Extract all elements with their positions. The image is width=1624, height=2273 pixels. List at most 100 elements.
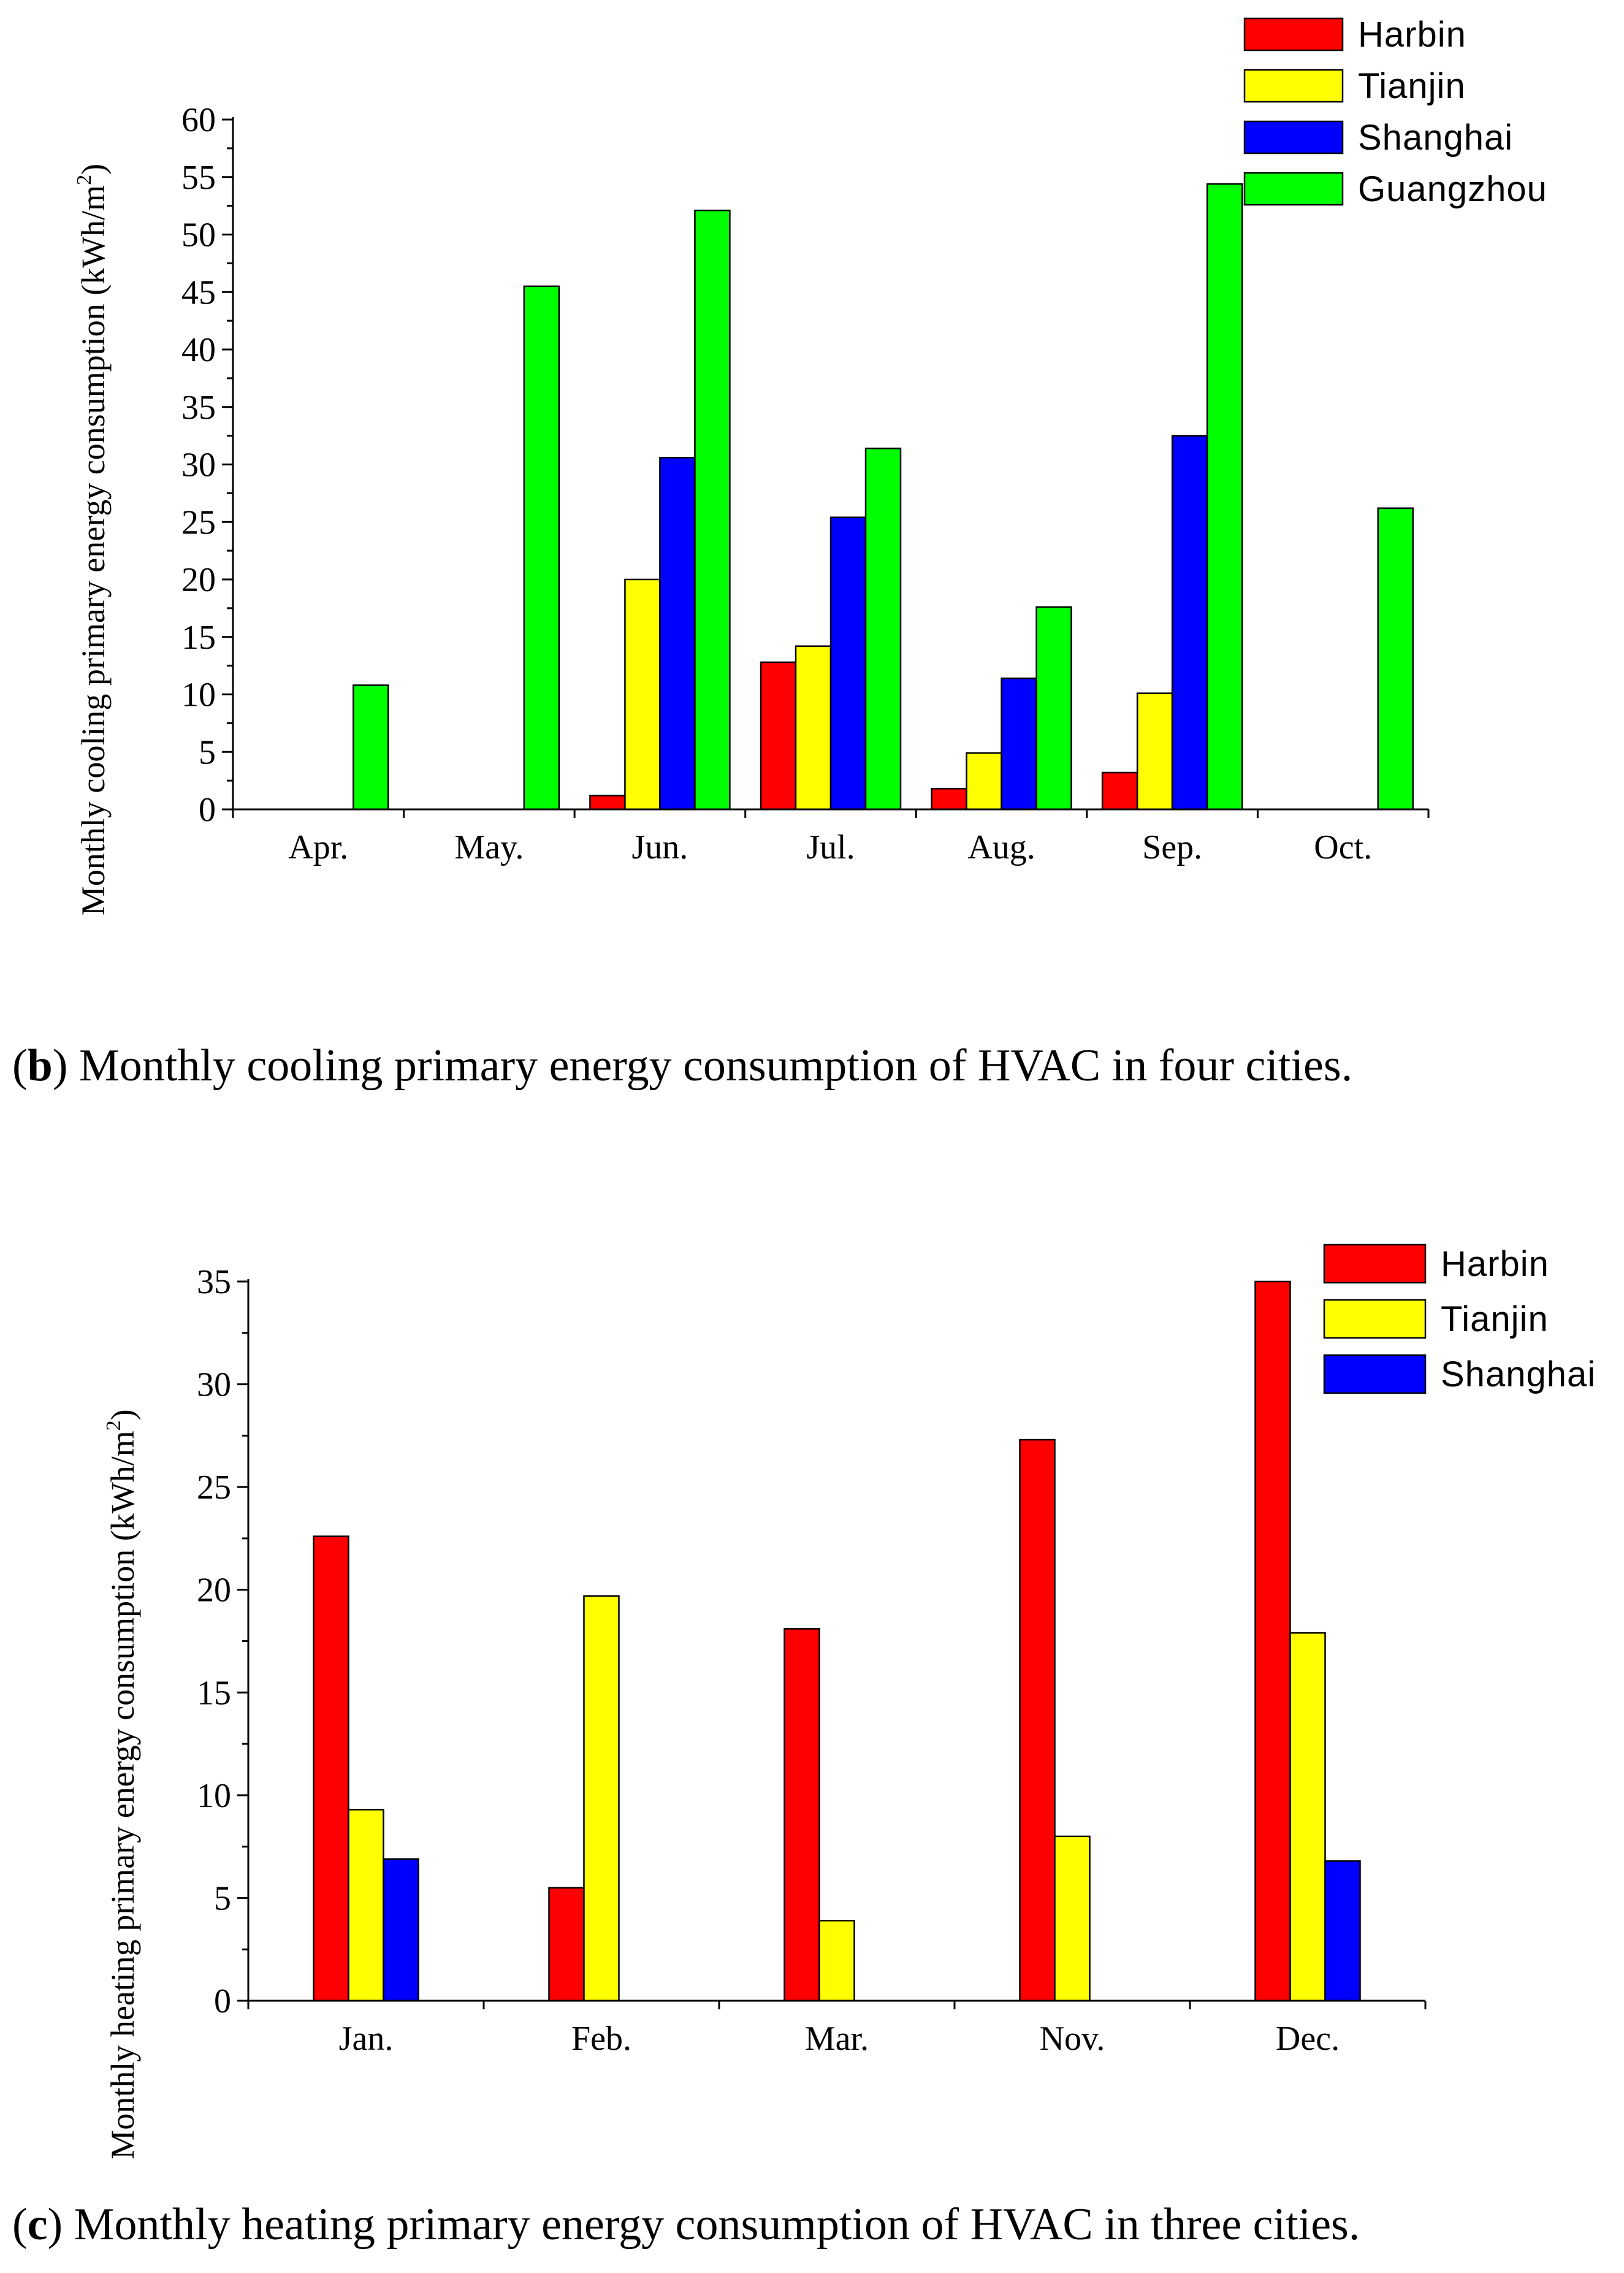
y-tick-label: 40 (181, 331, 216, 369)
y-tick-label: 45 (181, 273, 216, 311)
bar-tianjin (624, 578, 661, 811)
bar-shanghai (1001, 678, 1037, 811)
bar-harbin (783, 1628, 820, 2002)
heating-caption-label: c (28, 2199, 48, 2250)
bar-guangzhou (353, 684, 389, 811)
legend-label-harbin: Harbin (1441, 1244, 1549, 1284)
y-tick-label: 15 (197, 1674, 231, 1712)
bar-tianjin (795, 645, 832, 811)
heating-y-ticks: 0 5 10 15 20 25 30 35 (197, 1263, 248, 2020)
x-tick-label: May. (454, 828, 524, 866)
y-tick-label: 35 (197, 1263, 231, 1301)
caption-paren-open: ( (12, 2199, 28, 2250)
heating-y-axis-label-sup: 2 (102, 1420, 125, 1431)
legend-label-tianjin: Tianjin (1358, 66, 1466, 106)
legend-swatch-shanghai (1323, 1354, 1427, 1394)
bar-tianjin (1054, 1835, 1091, 2002)
heating-y-axis-label-end: ) (104, 1409, 141, 1420)
cooling-caption: (b) Monthly cooling primary energy consu… (12, 1041, 1352, 1091)
bar-harbin (760, 661, 797, 811)
legend-swatch-harbin (1323, 1243, 1427, 1284)
x-tick-label: Jan. (339, 2020, 394, 2058)
cooling-bars (353, 183, 1414, 811)
bar-harbin (313, 1535, 349, 2002)
heating-caption-text: ) Monthly heating primary energy consump… (48, 2199, 1360, 2250)
x-tick-label: Dec. (1276, 2020, 1340, 2058)
legend-label-shanghai: Shanghai (1358, 118, 1513, 158)
x-tick-label: Mar. (805, 2020, 869, 2058)
y-tick-label: 60 (181, 101, 216, 139)
x-tick-label: Aug. (967, 828, 1035, 866)
bar-guangzhou (1206, 183, 1243, 811)
legend-label-guangzhou: Guangzhou (1358, 169, 1547, 209)
bar-shanghai (383, 1858, 419, 2002)
cooling-caption-label: b (28, 1041, 53, 1091)
bar-harbin (1101, 771, 1138, 811)
y-tick-label: 30 (197, 1366, 231, 1404)
cooling-y-ticks: 0 5 10 15 20 25 30 35 40 45 50 55 60 (181, 101, 233, 829)
x-tick-label: Sep. (1142, 828, 1202, 866)
bar-tianjin (966, 752, 1002, 811)
bar-shanghai (1171, 435, 1208, 811)
y-tick-label: 0 (214, 1982, 231, 2020)
bar-harbin (548, 1887, 585, 2002)
y-tick-label: 25 (197, 1469, 231, 1507)
y-tick-label: 0 (199, 791, 216, 829)
x-tick-label: Oct. (1314, 828, 1372, 866)
bar-harbin (1254, 1280, 1291, 2002)
cooling-y-axis-label-sup: 2 (73, 175, 96, 185)
cooling-caption-text: ) Monthly cooling primary energy consump… (53, 1041, 1352, 1091)
bar-harbin (931, 788, 967, 811)
y-tick-label: 15 (181, 619, 216, 657)
cooling-legend: Harbin Tianjin Shanghai Guangzhou (1243, 15, 1547, 209)
bar-harbin (1019, 1438, 1056, 2002)
bar-guangzhou (523, 285, 560, 811)
legend-label-shanghai: Shanghai (1441, 1354, 1596, 1394)
x-tick-label: Feb. (571, 2020, 631, 2058)
legend-swatch-harbin (1243, 17, 1344, 52)
x-tick-label: Jul. (806, 828, 855, 866)
legend-swatch-tianjin (1323, 1299, 1427, 1339)
y-tick-label: 35 (181, 389, 216, 427)
bar-tianjin (1136, 692, 1173, 811)
heating-y-axis-label-main: Monthly heating primary energy consumpti… (104, 1431, 141, 2159)
bar-tianjin (1289, 1632, 1326, 2002)
heating-x-ticks: Jan. Feb. Mar. Nov. Dec. (247, 2001, 1427, 2058)
bar-guangzhou (1377, 507, 1414, 811)
bar-guangzhou (864, 448, 902, 811)
heating-axes (247, 1279, 1425, 2002)
x-tick-label: Nov. (1040, 2020, 1105, 2058)
y-tick-label: 30 (181, 446, 216, 484)
bar-shanghai (1324, 1860, 1361, 2002)
y-tick-label: 10 (197, 1777, 231, 1815)
bar-tianjin (348, 1809, 384, 2002)
y-tick-label: 20 (197, 1572, 231, 1610)
heating-legend: Harbin Tianjin Shanghai (1323, 1243, 1596, 1394)
y-tick-label: 55 (181, 159, 216, 197)
heating-bars (313, 1280, 1361, 2002)
y-tick-label: 10 (181, 676, 216, 714)
x-tick-label: Jun. (632, 828, 688, 866)
y-tick-label: 5 (214, 1879, 231, 1917)
heating-caption: (c) Monthly heating primary energy consu… (12, 2199, 1360, 2250)
bar-harbin (589, 795, 626, 811)
legend-swatch-tianjin (1243, 69, 1344, 103)
cooling-y-axis-label-main: Monthly cooling primary energy consumpti… (75, 185, 112, 915)
bar-tianjin (583, 1595, 620, 2002)
y-tick-label: 20 (181, 561, 216, 599)
caption-paren-open: ( (12, 1041, 28, 1091)
legend-label-harbin: Harbin (1358, 15, 1466, 55)
bar-guangzhou (694, 209, 731, 811)
heating-y-axis-label: Monthly heating primary energy consumpti… (102, 1409, 141, 2159)
legend-swatch-shanghai (1243, 120, 1344, 155)
bar-shanghai (659, 457, 696, 811)
legend-label-tianjin: Tianjin (1441, 1299, 1549, 1339)
y-tick-label: 25 (181, 503, 216, 541)
bar-guangzhou (1035, 606, 1072, 811)
cooling-x-ticks: Apr. May. Jun. Jul. Aug. Sep. Oct. (232, 809, 1430, 866)
legend-swatch-guangzhou (1243, 172, 1344, 206)
heating-chart: 0 5 10 15 20 25 30 35 Jan. Feb. Mar. Nov. Dec. Harb… (12, 1243, 1596, 2250)
cooling-y-axis-label: Monthly cooling primary energy consumpti… (73, 164, 112, 915)
bar-shanghai (829, 516, 867, 811)
